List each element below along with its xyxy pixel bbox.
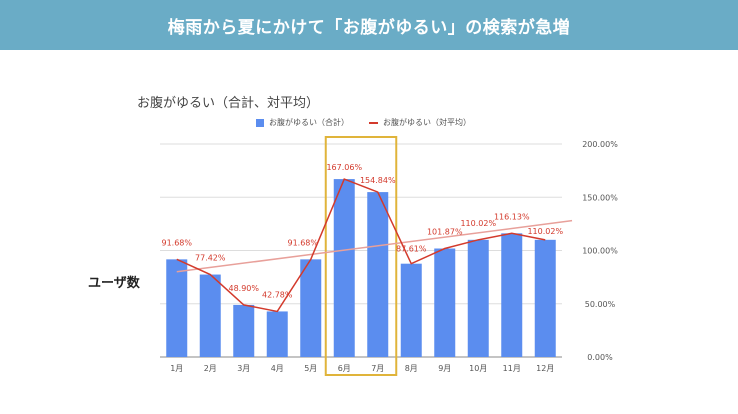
banner-title: 梅雨から夏にかけて「お腹がゆるい」の検索が急増 [0,0,738,50]
x-tick-label: 1月 [170,364,183,373]
data-label: 116.13% [494,212,530,221]
legend-bar-label: お腹がゆるい（合計） [269,118,349,127]
highlight-box [324,136,398,376]
y-side-label: ユーザ数 [88,276,140,291]
x-tick-label: 5月 [304,364,317,373]
x-tick-label: 10月 [469,364,487,373]
y-tick-label: 100.00% [582,247,618,256]
bar [534,239,556,357]
x-tick-label: 12月 [536,364,554,373]
bar [367,192,389,357]
y-tick-label: 50.00% [585,300,616,309]
bar [333,179,355,357]
data-label: 154.84% [360,176,396,185]
data-label: 167.06% [326,163,362,172]
x-tick-label: 4月 [271,364,284,373]
chart-legend: お腹がゆるい（合計） お腹がゆるい（対平均） [256,117,471,128]
data-label: 77.42% [195,254,226,263]
data-label: 110.02% [460,219,496,228]
data-label: 101.87% [427,228,463,237]
bar [434,248,456,357]
bar [400,263,422,357]
x-tick-label: 6月 [338,364,351,373]
x-tick-label: 9月 [438,364,451,373]
bar [467,239,489,357]
y-tick-label: 200.00% [582,140,618,149]
x-tick-label: 3月 [237,364,250,373]
legend-line-swatch [369,121,378,124]
legend-bar-swatch [256,118,264,127]
trendline [176,219,573,273]
legend-line-label: お腹がゆるい（対平均） [383,118,471,127]
x-tick-label: 8月 [405,364,418,373]
x-tick-label: 7月 [371,364,384,373]
data-label: 87.61% [396,245,427,254]
data-label: 42.78% [262,290,293,299]
y-tick-label: 0.00% [587,353,613,362]
data-label: 110.02% [527,227,563,236]
data-label: 91.68% [287,238,318,247]
bar [501,233,523,357]
x-tick-label: 2月 [204,364,217,373]
x-tick-label: 11月 [503,364,521,373]
bar [233,304,255,357]
bar [266,311,288,357]
y-tick-label: 150.00% [582,193,618,202]
data-label: 48.90% [228,284,259,293]
bar [199,274,221,357]
chart-title: お腹がゆるい（合計、対平均） [137,96,320,111]
series-line [176,178,546,313]
bar [166,259,188,357]
bar [300,259,322,357]
data-label: 91.68% [161,238,192,247]
